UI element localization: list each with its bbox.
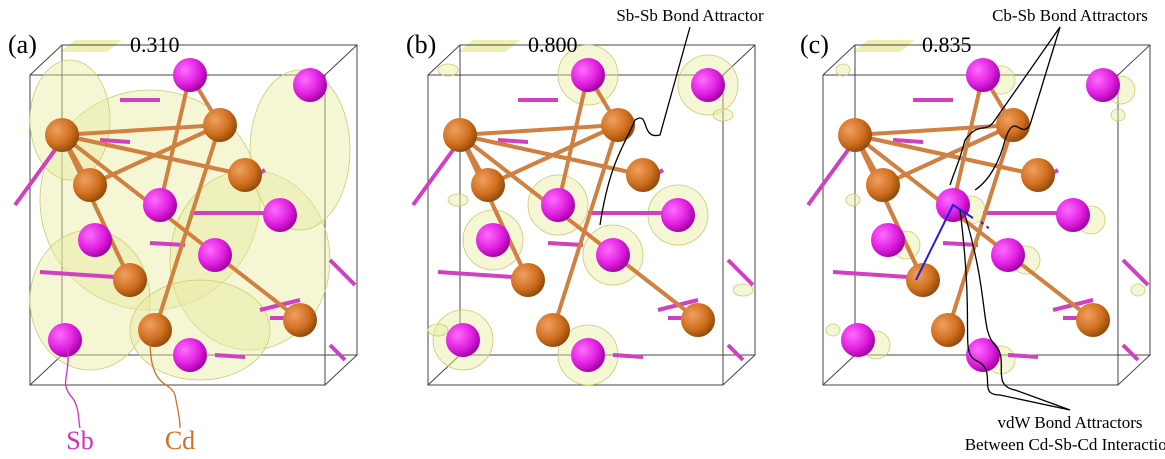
figure: (a) 0.310 (b) 0.800 (c) 0.835 Sb Cd Sb-S… — [0, 0, 1165, 459]
sb-atom — [263, 198, 297, 232]
bond — [215, 355, 245, 357]
isosurface — [733, 284, 753, 296]
cd-atom — [283, 303, 317, 337]
atom-label: Sb — [66, 426, 93, 455]
cd-atom — [601, 108, 635, 142]
bond — [150, 243, 185, 245]
isovalue: 0.800 — [528, 32, 578, 57]
sb-atom — [596, 238, 630, 272]
cd-atom — [73, 168, 107, 202]
sb-atom — [198, 238, 232, 272]
panels — [15, 40, 1150, 385]
sb-atom — [476, 223, 510, 257]
bond — [893, 140, 923, 142]
isosurface — [846, 194, 860, 206]
bond — [728, 260, 753, 285]
cd-atom — [1076, 303, 1110, 337]
panel-label: (c) — [800, 30, 829, 59]
annotation: Sb-Sb Bond Attractor — [616, 6, 764, 25]
panel-label: (a) — [8, 30, 37, 59]
cd-atom — [203, 108, 237, 142]
sb-atom — [571, 58, 605, 92]
annotation: Between Cd-Sb-Cd Interaction — [965, 435, 1165, 454]
sb-atom — [173, 58, 207, 92]
isosurface — [448, 194, 468, 206]
sb-atom — [293, 68, 327, 102]
cd-atom — [228, 158, 262, 192]
sb-atom — [966, 58, 1000, 92]
sb-atom — [173, 338, 207, 372]
isosurface — [826, 324, 840, 336]
annotation: Cb-Sb Bond Attractors — [992, 6, 1148, 25]
isovalue: 0.310 — [130, 32, 180, 57]
cd-atom — [511, 263, 545, 297]
cd-atom — [931, 313, 965, 347]
isosurface — [1111, 109, 1125, 121]
cd-atom — [866, 168, 900, 202]
sb-atom — [571, 338, 605, 372]
isosurface — [438, 64, 458, 76]
cell-edge — [30, 355, 62, 385]
sb-atom — [691, 68, 725, 102]
panel — [15, 40, 357, 385]
sb-atom — [1056, 198, 1090, 232]
bond — [100, 140, 130, 142]
sb-atom — [78, 223, 112, 257]
cell-edge — [723, 355, 755, 385]
sb-atom — [1086, 68, 1120, 102]
bond — [548, 243, 583, 245]
sb-atom — [871, 223, 905, 257]
cd-atom — [443, 118, 477, 152]
cd-atom — [626, 158, 660, 192]
cell-edge — [823, 355, 855, 385]
bond — [1123, 345, 1138, 360]
cd-atom — [906, 263, 940, 297]
sb-atom — [541, 188, 575, 222]
isovalue: 0.835 — [922, 32, 972, 57]
legend-swatch — [458, 40, 520, 52]
bond — [330, 345, 345, 360]
atom-label: Cd — [165, 426, 195, 455]
cell-edge — [325, 355, 357, 385]
bond — [330, 260, 355, 285]
isosurface — [713, 109, 733, 121]
bond — [808, 150, 848, 205]
cd-atom — [138, 313, 172, 347]
sb-atom — [143, 188, 177, 222]
bond — [1008, 355, 1038, 357]
legend-swatch — [853, 40, 915, 52]
bond — [728, 345, 743, 360]
bond — [498, 140, 528, 142]
sb-atom — [446, 323, 480, 357]
bond — [613, 355, 643, 357]
isosurface — [836, 64, 850, 76]
legend-swatch — [60, 40, 122, 52]
bond — [413, 150, 453, 205]
sb-atom — [991, 238, 1025, 272]
sb-atom — [841, 323, 875, 357]
isosurface — [1131, 284, 1145, 296]
panel-label: (b) — [406, 30, 436, 59]
cd-atom — [1021, 158, 1055, 192]
bond — [460, 125, 618, 135]
panel — [413, 40, 755, 385]
panel — [808, 40, 1150, 385]
sb-atom — [48, 323, 82, 357]
cd-atom — [536, 313, 570, 347]
cd-atom — [838, 118, 872, 152]
isosurface — [428, 324, 448, 336]
cd-atom — [113, 263, 147, 297]
cell-edge — [1118, 45, 1150, 75]
cd-atom — [471, 168, 505, 202]
cd-atom — [996, 108, 1030, 142]
annotation: vdW Bond Attractors — [997, 413, 1142, 432]
cd-atom — [45, 118, 79, 152]
cd-atom — [681, 303, 715, 337]
cell-edge — [1118, 355, 1150, 385]
cell-edge — [325, 45, 357, 75]
sb-atom — [661, 198, 695, 232]
bond — [855, 135, 923, 280]
bond — [1123, 260, 1148, 285]
